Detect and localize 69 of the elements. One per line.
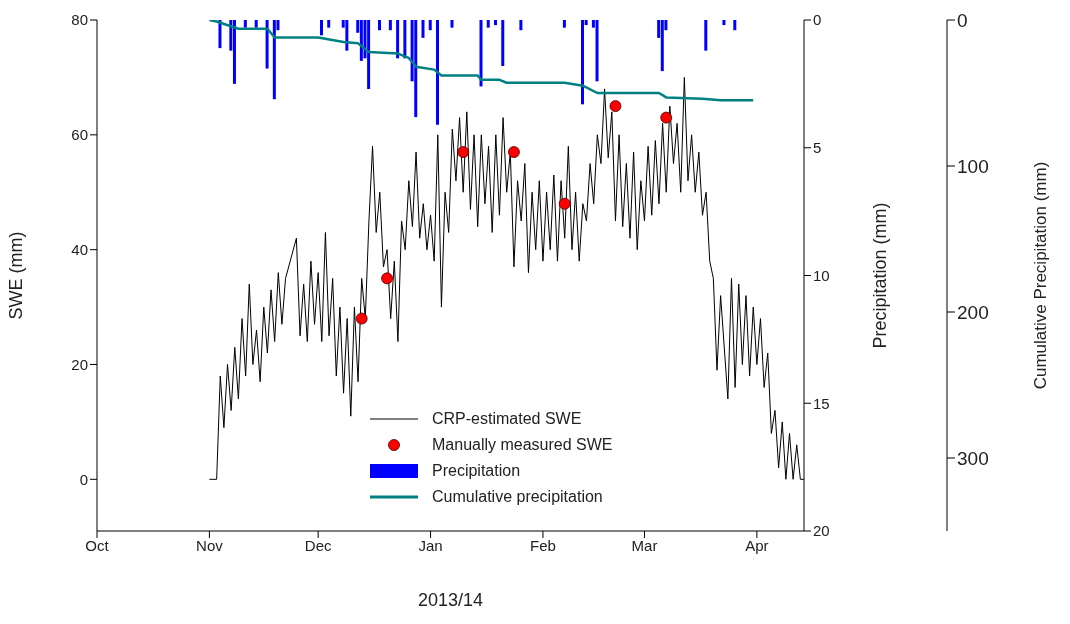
point (381, 272, 393, 285)
bar (704, 20, 708, 51)
bar (501, 20, 505, 66)
point (508, 146, 520, 158)
bar (722, 20, 726, 26)
point (558, 197, 571, 210)
x-tick-label: Nov (196, 536, 224, 554)
bar (345, 20, 349, 51)
y-tick-label: 0 (79, 470, 88, 488)
bar (421, 20, 425, 38)
legend-label: Cumulative precipitation (432, 487, 603, 507)
bar (388, 20, 392, 31)
point (660, 111, 673, 124)
bar (359, 20, 363, 61)
bar (486, 20, 490, 28)
x-tick-label: Feb (530, 536, 556, 554)
y2-tick-label: 5 (813, 139, 822, 157)
y3-tick-label: 100 (957, 155, 989, 177)
bar (494, 20, 498, 26)
bar (436, 20, 439, 125)
bar (254, 20, 258, 28)
x-tick-label: Mar (631, 536, 658, 554)
y3-tick-label: 200 (957, 301, 989, 323)
y-tick-label: 60 (71, 126, 88, 144)
x-tick-label: Apr (745, 536, 769, 554)
y3-tick-label: 0 (957, 9, 968, 31)
bar (265, 20, 269, 69)
y3-tick-label: 300 (957, 447, 989, 469)
bar (562, 20, 566, 28)
bar (581, 20, 585, 105)
y2-axis-title: Precipitation (mm) (869, 202, 890, 349)
y-axis-title: SWE (mm) (6, 231, 27, 320)
bar (428, 20, 432, 31)
line-series (208, 20, 755, 102)
x-tick-label: Dec (304, 536, 332, 554)
point (355, 312, 368, 325)
bar (367, 20, 371, 89)
bar (272, 20, 276, 100)
bar (232, 20, 236, 84)
y2-tick-label: 15 (813, 394, 830, 412)
bar (414, 20, 418, 118)
bar (377, 20, 381, 31)
bar (243, 20, 247, 28)
y2-tick-label: 20 (813, 522, 830, 540)
y2-tick-label: 10 (813, 266, 830, 284)
y3-axis-title: Cumulative Precipitation (mm) (1031, 161, 1051, 390)
x-tick-label: Oct (85, 536, 110, 554)
bar (327, 20, 331, 28)
point (609, 100, 622, 113)
bar (519, 20, 523, 31)
bar (396, 20, 400, 59)
x-tick-label: Jan (418, 536, 443, 554)
x-axis-title: 2013/14 (417, 590, 484, 610)
legend-label: Manually measured SWE (432, 435, 613, 455)
bar (319, 20, 323, 36)
bar (450, 20, 454, 28)
bar (733, 20, 737, 31)
y-tick-label: 20 (71, 355, 88, 373)
bar (218, 20, 222, 49)
point (457, 146, 470, 158)
y-tick-label: 40 (71, 240, 88, 258)
y-tick-label: 80 (71, 11, 88, 29)
y2-tick-label: 0 (813, 11, 822, 29)
bar (479, 20, 483, 87)
legend-label: CRP-estimated SWE (432, 409, 582, 429)
legend-label: Precipitation (432, 461, 521, 481)
bar (403, 20, 407, 59)
bar (660, 20, 664, 72)
bar (595, 20, 599, 82)
